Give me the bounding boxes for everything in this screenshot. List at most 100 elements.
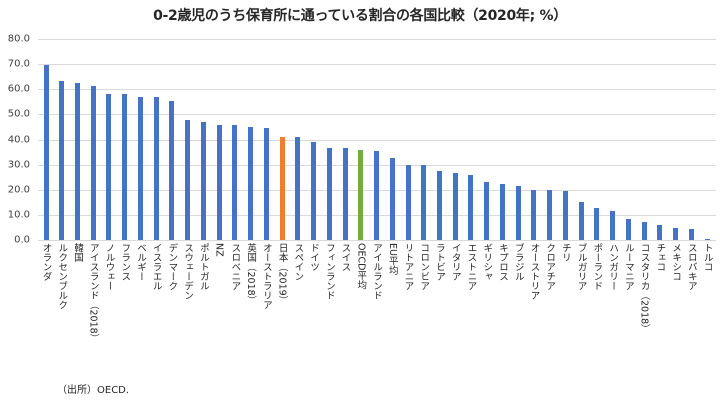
x-tick-label: ルクセンブルク (56, 243, 68, 310)
bar-25 (437, 171, 442, 240)
gridline (38, 64, 716, 66)
x-tick-label: スロベニア (229, 243, 241, 291)
x-tick-label: アイスランド（2018） (87, 243, 99, 344)
x-tick-label: ベルギー (134, 243, 146, 281)
bar-0 (43, 65, 49, 240)
x-tick-label: ルーマニア (622, 243, 634, 291)
x-tick-label: メキシコ (670, 243, 682, 281)
bar-1 (59, 80, 65, 240)
x-tick-label: フランス (119, 243, 131, 281)
bar-3 (90, 85, 96, 240)
x-tick-label: コロンビア (418, 243, 430, 291)
x-tick-label: ハンガリー (607, 243, 619, 291)
x-tick-label: アイルランド (371, 243, 383, 300)
bar-32 (547, 190, 553, 240)
gridline (38, 114, 716, 116)
bar-41 (688, 228, 694, 240)
x-tick-label: ノルウェー (103, 243, 115, 291)
x-axis-labels: オランダ ルクセンブルク 韓国 アイスランド（2018） ノルウェー フランス ベルギー イス… (38, 243, 716, 353)
bar-35 (594, 207, 600, 240)
x-tick-label: ドイツ (308, 243, 320, 272)
x-tick-label: チリ (559, 243, 571, 262)
bar-16 (295, 137, 301, 240)
y-tick-label: 80.0 (7, 33, 30, 45)
bar-27 (468, 175, 474, 240)
bar-21 (374, 150, 380, 240)
x-tick-label: キプロス (496, 243, 508, 281)
bar-39 (657, 224, 663, 240)
y-tick-label: 20.0 (7, 184, 30, 196)
bar-36 (610, 210, 616, 240)
bar-26 (452, 173, 458, 240)
x-tick-label: エストニア (465, 243, 477, 291)
y-tick-label: 10.0 (7, 209, 30, 221)
plot-area (38, 39, 716, 241)
bar-7 (153, 97, 159, 240)
bar-40 (673, 227, 679, 240)
x-tick-label: 韓国 (71, 243, 83, 262)
x-tick-label: オーストリア (528, 243, 540, 300)
x-tick-label: コスタリカ（2018） (638, 243, 650, 334)
bar-18 (326, 147, 332, 240)
x-tick-label: スペイン (292, 243, 304, 281)
y-tick-label: 40.0 (7, 134, 30, 145)
bar-19 (342, 147, 348, 240)
source-note: （出所）OECD. (57, 385, 130, 396)
bar-23 (405, 165, 411, 240)
y-tick-label: 60.0 (7, 83, 30, 95)
bar-10 (200, 122, 206, 240)
bar-12 (232, 124, 238, 240)
bar-14 (263, 127, 269, 240)
bar-22 (389, 158, 395, 240)
bar-33 (562, 191, 568, 240)
gridline (38, 240, 716, 241)
bar-34 (578, 201, 584, 240)
x-tick-label: トルコ (701, 243, 713, 272)
bar-4 (106, 93, 112, 240)
bar-15 (279, 137, 285, 240)
x-tick-label: イタリア (449, 243, 461, 281)
x-tick-label: スロバキア (685, 243, 697, 291)
x-tick-label: チェコ (654, 243, 666, 272)
x-tick-label: ラトビア (434, 243, 445, 281)
bar-2 (74, 82, 80, 240)
x-tick-label: ブルガリア (575, 243, 587, 291)
x-tick-label: OECD平均 (355, 243, 367, 290)
x-tick-label: クロアチア (544, 243, 556, 291)
x-tick-label: イスラエル (150, 243, 162, 291)
x-tick-label: デンマーク (166, 243, 178, 291)
x-tick-label: リトアニア (402, 243, 414, 291)
x-tick-label: フィンランド (323, 243, 335, 300)
chart-title: 0-2歳児のうち保育所に通っている割合の各国比較（2020年; %） (153, 8, 567, 24)
x-tick-label: オランダ (40, 243, 52, 281)
bar-5 (122, 94, 128, 240)
x-tick-label: EU平均 (386, 243, 398, 275)
x-tick-label: スイス (339, 243, 351, 272)
gridline (38, 139, 716, 141)
bar-17 (311, 142, 317, 240)
bar-38 (641, 221, 647, 240)
x-tick-label: NZ (213, 243, 225, 257)
x-tick-label: ポーランド (591, 243, 603, 291)
bar-13 (248, 126, 254, 240)
x-tick-label: 英国（2018） (245, 243, 257, 306)
bar-9 (185, 120, 191, 240)
bar-42 (704, 238, 710, 240)
x-tick-label: スウェーデン (182, 243, 194, 300)
gridline (38, 39, 716, 40)
y-tick-label: 0.0 (14, 234, 30, 246)
bar-20 (358, 150, 364, 240)
bar-11 (216, 124, 222, 240)
bar-24 (421, 165, 427, 240)
y-tick-label: 70.0 (7, 58, 30, 70)
y-tick-label: 50.0 (7, 108, 30, 120)
y-tick-label: 30.0 (7, 159, 30, 171)
gridline (38, 89, 716, 91)
x-tick-label: ポルトガル (197, 243, 209, 291)
bar-28 (484, 182, 490, 240)
bar-8 (169, 101, 175, 240)
x-tick-label: ギリシャ (481, 243, 493, 281)
bar-30 (515, 186, 521, 240)
bar-29 (499, 184, 505, 240)
bar-6 (137, 96, 143, 240)
